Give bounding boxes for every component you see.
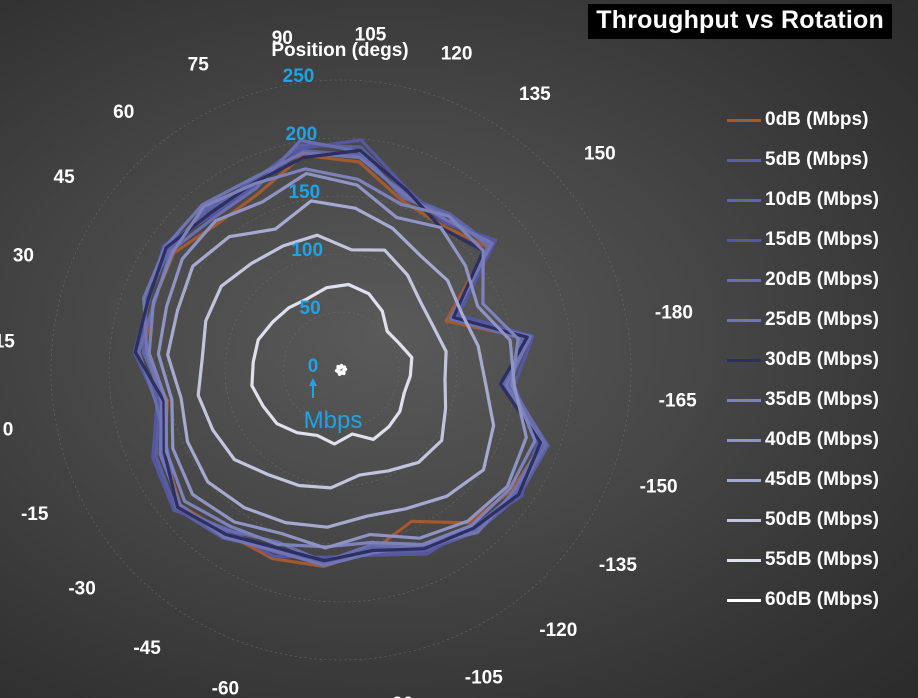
angle-tick-label: -90: [386, 694, 413, 698]
legend-item: 10dB (Mbps): [727, 180, 879, 220]
legend-label: 0dB (Mbps): [765, 109, 869, 130]
series-line-7: [147, 167, 537, 549]
legend-label: 55dB (Mbps): [765, 549, 879, 570]
radial-unit-label: Mbps: [304, 407, 363, 434]
legend-swatch: [727, 398, 761, 402]
legend-item: 25dB (Mbps): [727, 300, 879, 340]
radial-grid: [50, 79, 632, 661]
angle-tick-label: -150: [640, 477, 678, 498]
legend-label: 5dB (Mbps): [765, 149, 869, 170]
legend-item: 35dB (Mbps): [727, 380, 879, 420]
angle-tick-label: 60: [113, 102, 134, 123]
legend-label: 10dB (Mbps): [765, 189, 879, 210]
axis-labels: 1501351201059075604530150-15-30-45-60-75…: [0, 24, 697, 698]
angle-tick-label: 105: [355, 24, 387, 45]
angle-tick-label: -165: [659, 391, 697, 412]
series-line-9: [166, 199, 496, 529]
angle-tick-label: 0: [3, 420, 14, 441]
radial-tick-label: 0: [308, 356, 319, 377]
legend-label: 25dB (Mbps): [765, 309, 879, 330]
legend-swatch: [727, 438, 761, 442]
legend-item: 15dB (Mbps): [727, 220, 879, 260]
legend-swatch: [727, 558, 761, 562]
legend-swatch: [727, 118, 761, 122]
unit-arrow-head: [309, 378, 317, 386]
legend-label: 60dB (Mbps): [765, 589, 879, 610]
radial-tick-label: 250: [283, 66, 315, 87]
grid-ring: [282, 311, 400, 429]
angle-axis-title: Position (degs): [271, 40, 408, 61]
angle-tick-label: -60: [212, 679, 239, 698]
legend-item: 60dB (Mbps): [727, 580, 879, 620]
radial-tick-label: 200: [286, 124, 318, 145]
series-line-11: [250, 282, 414, 446]
angle-tick-label: -30: [68, 578, 95, 599]
legend-item: 5dB (Mbps): [727, 140, 879, 180]
legend-swatch: [727, 278, 761, 282]
legend-item: 55dB (Mbps): [727, 540, 879, 580]
chart-title: Throughput vs Rotation: [588, 4, 892, 39]
radial-tick-label: 100: [291, 240, 323, 261]
grid-ring: [224, 253, 458, 487]
legend-label: 30dB (Mbps): [765, 349, 879, 370]
legend-swatch: [727, 478, 761, 482]
series-line-12: [334, 363, 348, 376]
series-layer: [132, 138, 550, 568]
legend-swatch: [727, 158, 761, 162]
legend-label: 20dB (Mbps): [765, 269, 879, 290]
series-line-10: [196, 233, 448, 490]
legend-item: 0dB (Mbps): [727, 100, 879, 140]
series-line-3: [132, 138, 539, 559]
angle-tick-label: -15: [21, 504, 49, 525]
angle-tick-label: 135: [519, 84, 551, 105]
angle-tick-label: -105: [465, 667, 503, 688]
legend-swatch: [727, 518, 761, 522]
legend-item: 50dB (Mbps): [727, 500, 879, 540]
angle-tick-label: 150: [584, 144, 616, 165]
legend-swatch: [727, 598, 761, 602]
angle-tick-label: 90: [272, 28, 293, 49]
legend-label: 50dB (Mbps): [765, 509, 879, 530]
legend-swatch: [727, 358, 761, 362]
angle-tick-label: 45: [54, 167, 76, 188]
angle-tick-label: 15: [0, 332, 15, 353]
angle-tick-label: 75: [188, 55, 210, 76]
angle-tick-label: 30: [13, 245, 34, 266]
legend-item: 45dB (Mbps): [727, 460, 879, 500]
legend-label: 40dB (Mbps): [765, 429, 879, 450]
legend-item: 20dB (Mbps): [727, 260, 879, 300]
legend-item: 30dB (Mbps): [727, 340, 879, 380]
angle-tick-label: -135: [599, 555, 637, 576]
angle-tick-label: -45: [133, 638, 161, 659]
legend-item: 40dB (Mbps): [727, 420, 879, 460]
angle-tick-label: -120: [539, 620, 577, 641]
legend-label: 15dB (Mbps): [765, 229, 879, 250]
angle-tick-label: 120: [441, 43, 473, 64]
legend-swatch: [727, 318, 761, 322]
angle-tick-label: -180: [655, 302, 693, 323]
series-line-6: [133, 148, 543, 563]
legend-swatch: [727, 198, 761, 202]
grid-ring: [50, 79, 632, 661]
radial-tick-label: 50: [300, 298, 321, 319]
series-line-8: [156, 171, 528, 550]
legend-swatch: [727, 238, 761, 242]
legend: 0dB (Mbps) 5dB (Mbps) 10dB (Mbps) 15dB (Mbp…: [727, 100, 879, 620]
grid-ring: [108, 137, 574, 603]
legend-label: 45dB (Mbps): [765, 469, 879, 490]
legend-label: 35dB (Mbps): [765, 389, 879, 410]
radial-tick-label: 150: [288, 182, 320, 203]
